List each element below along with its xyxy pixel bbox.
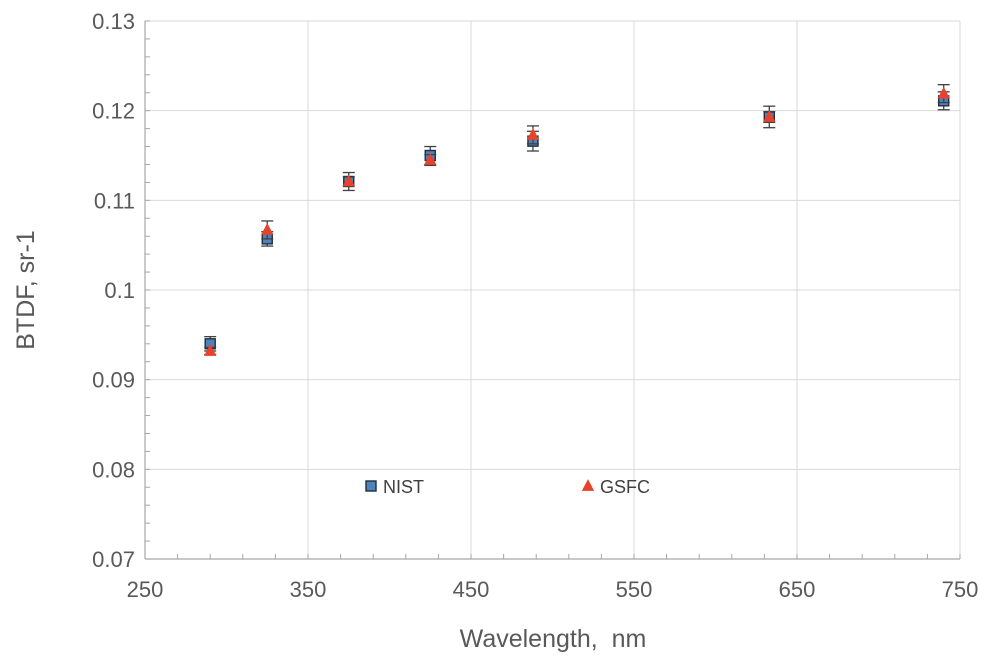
gsfc-point — [261, 220, 274, 240]
gsfc-marker — [424, 153, 437, 165]
legend-item-gsfc: GSFC — [581, 477, 650, 497]
gsfc-marker — [261, 223, 274, 235]
axes — [144, 20, 961, 560]
gsfc-point — [526, 125, 540, 145]
series-nist — [204, 91, 950, 352]
gsfc-marker — [204, 344, 217, 356]
legend-item-nist: NIST — [365, 477, 424, 497]
x-tick-label: 750 — [942, 577, 979, 602]
y-tick-label: 0.08 — [92, 457, 135, 482]
legend-gsfc-marker — [581, 479, 595, 491]
legend-label: GSFC — [600, 477, 650, 497]
y-tick-label: 0.12 — [92, 99, 135, 124]
legend: NIST GSFC — [365, 477, 650, 497]
gsfc-point — [937, 84, 950, 104]
legend-label: NIST — [383, 477, 424, 497]
x-tick-label: 550 — [616, 577, 653, 602]
data-series — [204, 84, 950, 356]
x-tick-label: 250 — [127, 577, 164, 602]
y-tick-label: 0.1 — [104, 278, 135, 303]
gsfc-point — [204, 344, 217, 356]
legend-nist-marker — [365, 480, 377, 492]
gsfc-marker — [526, 128, 540, 140]
y-tick-label: 0.13 — [92, 9, 135, 34]
x-tick-label: 450 — [453, 577, 490, 602]
x-tick-label: 350 — [290, 577, 327, 602]
gsfc-marker — [937, 86, 950, 99]
y-tick-label: 0.09 — [92, 368, 135, 393]
y-tick-label: 0.11 — [94, 188, 135, 213]
gsfc-point — [342, 174, 355, 187]
gsfc-marker — [763, 110, 776, 122]
x-tick-label: 650 — [779, 577, 816, 602]
tick-labels: 250 350 450 550 650 750 0.07 0.08 0.09 0.1 0.11 0.1… — [92, 9, 978, 602]
series-gsfc — [204, 84, 950, 356]
y-tick-label: 0.07 — [92, 547, 135, 572]
y-axis-title: BTDF, sr-1 — [12, 230, 40, 349]
gsfc-point — [763, 110, 776, 123]
gsfc-point — [424, 153, 437, 167]
grid-lines — [145, 20, 961, 559]
gsfc-marker — [342, 174, 355, 187]
x-axis-title: Wavelength, nm — [460, 625, 647, 653]
